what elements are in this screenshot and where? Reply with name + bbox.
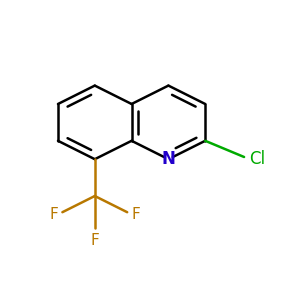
Text: Cl: Cl xyxy=(249,150,266,168)
Text: N: N xyxy=(161,150,175,168)
Text: F: F xyxy=(49,207,58,222)
Text: F: F xyxy=(90,233,99,248)
Text: F: F xyxy=(132,207,140,222)
